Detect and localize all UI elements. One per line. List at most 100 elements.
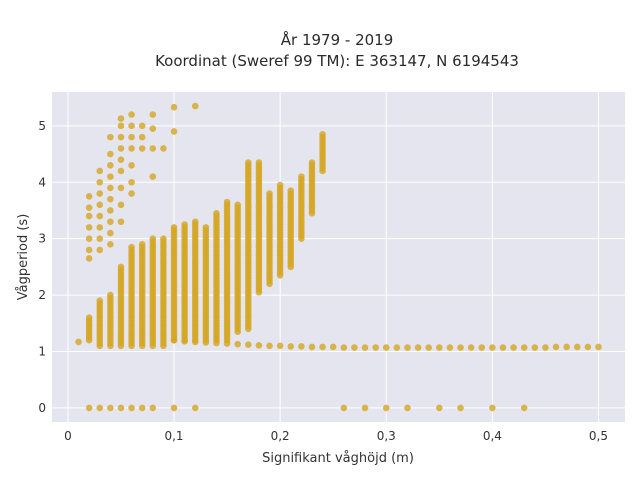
data-point xyxy=(107,162,114,169)
data-point xyxy=(85,212,93,220)
data-point xyxy=(319,343,326,351)
data-point xyxy=(160,145,167,152)
data-point xyxy=(128,162,135,169)
x-tick-label: 0,4 xyxy=(483,429,502,443)
data-point xyxy=(128,145,135,152)
data-point xyxy=(404,404,411,412)
data-point xyxy=(170,336,178,344)
data-point xyxy=(96,201,104,209)
data-point xyxy=(170,224,178,231)
data-point xyxy=(266,190,273,197)
data-point xyxy=(149,125,157,132)
data-point xyxy=(266,342,273,350)
x-tick-label: 0,2 xyxy=(271,429,290,443)
data-point xyxy=(234,340,241,348)
data-point xyxy=(170,404,178,412)
data-point xyxy=(128,190,135,197)
x-axis-ticks: 0 0,1 0,2 0,3 0,4 0,5 xyxy=(64,429,608,443)
data-point xyxy=(372,344,379,351)
data-point xyxy=(107,218,114,226)
data-point xyxy=(287,343,295,350)
data-point xyxy=(340,344,348,351)
data-point xyxy=(520,404,528,412)
data-point xyxy=(478,344,486,351)
y-tick-label: 2 xyxy=(38,288,46,302)
data-point xyxy=(298,343,305,350)
data-point xyxy=(117,122,125,130)
data-point xyxy=(382,404,390,412)
data-point xyxy=(138,133,146,141)
data-point xyxy=(117,145,125,152)
data-point xyxy=(85,193,93,200)
data-point xyxy=(361,344,369,351)
data-point xyxy=(457,404,464,412)
data-point xyxy=(128,133,135,141)
data-point xyxy=(107,133,114,141)
data-point xyxy=(117,404,125,412)
y-tick-label: 0 xyxy=(38,401,46,415)
data-point xyxy=(117,167,125,175)
data-point xyxy=(117,218,125,226)
data-point xyxy=(234,201,241,209)
data-point xyxy=(191,218,199,226)
data-point xyxy=(520,344,528,351)
data-point xyxy=(117,133,125,141)
data-point xyxy=(213,209,220,217)
data-point xyxy=(223,198,231,206)
data-point xyxy=(96,235,104,242)
plot-area xyxy=(52,92,625,422)
data-point xyxy=(107,404,114,412)
y-axis-label: Vågperiod (s) xyxy=(16,214,31,301)
data-point xyxy=(308,343,316,351)
data-point xyxy=(329,343,337,351)
data-point xyxy=(255,159,263,166)
chart-title-line1: År 1979 - 2019 xyxy=(281,30,394,49)
data-point xyxy=(170,128,178,135)
data-point xyxy=(107,291,114,299)
data-point xyxy=(107,195,114,203)
data-point xyxy=(223,340,231,347)
data-point xyxy=(85,404,93,412)
data-point xyxy=(510,344,517,351)
data-point xyxy=(107,207,114,214)
data-point xyxy=(149,111,157,118)
data-point xyxy=(96,404,104,412)
data-point xyxy=(128,243,135,251)
data-point xyxy=(85,246,93,254)
data-point xyxy=(531,344,539,351)
y-axis-ticks: 0 1 2 3 4 5 xyxy=(38,119,46,415)
data-point xyxy=(414,344,422,351)
data-point xyxy=(213,339,220,347)
data-point xyxy=(499,344,507,351)
data-point xyxy=(436,344,443,351)
data-point xyxy=(584,343,592,351)
x-tick-label: 0,3 xyxy=(377,429,396,443)
data-point xyxy=(489,404,496,412)
data-point xyxy=(96,212,104,220)
data-point xyxy=(552,343,560,351)
data-point xyxy=(117,115,125,122)
data-point xyxy=(149,235,157,242)
grid-lines xyxy=(52,92,625,422)
data-point xyxy=(340,404,348,412)
data-point xyxy=(191,102,199,110)
data-point xyxy=(75,338,82,346)
data-point xyxy=(425,344,432,351)
data-point xyxy=(245,159,252,166)
data-point xyxy=(117,201,125,209)
data-point xyxy=(117,184,125,192)
data-point xyxy=(202,339,210,346)
data-point xyxy=(149,404,157,412)
data-point xyxy=(128,178,135,186)
data-point xyxy=(85,235,93,242)
data-point xyxy=(276,181,284,189)
x-tick-label: 0,1 xyxy=(164,429,183,443)
x-axis-label: Signifikant våghöjd (m) xyxy=(262,451,414,466)
data-point xyxy=(393,344,401,351)
data-point xyxy=(191,338,199,346)
data-point xyxy=(117,156,125,163)
data-point xyxy=(404,344,411,351)
data-point xyxy=(382,344,390,351)
data-point xyxy=(489,344,496,351)
